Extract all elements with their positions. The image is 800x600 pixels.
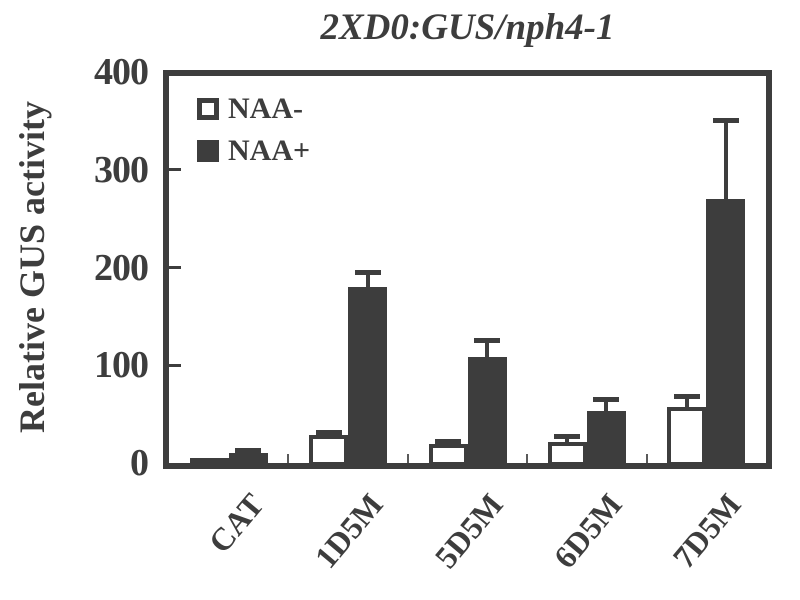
legend-swatch-naa-minus: [197, 98, 219, 120]
legend-label-naa-minus: NAA-: [228, 92, 303, 125]
bar-NAAplus-5d5m: [467, 357, 507, 466]
bar-NAAminus-6d5m: [547, 442, 587, 466]
error-bar-stem-7d5m-1: [723, 121, 728, 200]
error-bar-stem-1d5m-1: [365, 274, 370, 288]
y-tick-label-0: 0: [130, 442, 149, 484]
error-bar-cap-7d5m-0: [673, 393, 700, 399]
y-axis-label: Relative GUS activity: [12, 101, 52, 433]
y-axis-tick-200: [169, 266, 181, 269]
error-bar-cap-1d5m-0: [315, 429, 342, 435]
legend-item-naa-minus: NAA-: [197, 93, 303, 125]
y-tick-label-100: 100: [94, 344, 149, 387]
error-bar-cap-6d5m-0: [554, 433, 581, 439]
y-tick-label-300: 300: [94, 148, 149, 191]
error-bar-cap-6d5m-1: [593, 396, 620, 402]
error-bar-cap-1d5m-1: [354, 270, 381, 276]
bar-NAAminus-5d5m: [428, 444, 468, 466]
error-bar-stem-6d5m-1: [604, 400, 609, 412]
x-tick-label-5d5m: 5D5M: [426, 486, 510, 575]
y-axis-tick-300: [169, 168, 181, 172]
error-bar-cap-5d5m-0: [435, 438, 461, 444]
x-tick-label-cat: CAT: [200, 486, 271, 560]
x-boundary-tick-4: [645, 454, 648, 463]
error-bar-cap-5d5m-1: [474, 337, 500, 343]
error-bar-stem-6d5m-0: [565, 437, 570, 443]
chart-title: 2XD0:GUS/nph4-1: [320, 7, 615, 48]
bar-NAAplus-7d5m: [706, 199, 746, 466]
error-bar-cap-7d5m-1: [712, 117, 739, 123]
x-boundary-tick-1: [287, 454, 290, 463]
bar-NAAplus-1d5m: [348, 287, 388, 466]
x-tick-label-7d5m: 7D5M: [665, 486, 749, 575]
bar-NAAplus-6d5m: [586, 411, 626, 466]
error-bar-cap-cat-1: [235, 448, 262, 454]
error-bar-stem-7d5m-0: [684, 397, 689, 408]
y-tick-label-400: 400: [94, 51, 149, 93]
bar-NAAminus-7d5m: [667, 407, 707, 466]
y-axis-tick-100: [169, 363, 181, 367]
bar-NAAminus-cat: [189, 458, 229, 467]
y-tick-label-200: 200: [94, 246, 149, 289]
x-boundary-tick-2: [406, 454, 409, 463]
x-tick-label-6d5m: 6D5M: [546, 486, 629, 575]
error-bar-stem-5d5m-1: [485, 341, 489, 358]
legend-label-naa-plus: NAA+: [228, 134, 311, 167]
legend-swatch-naa-plus: [197, 140, 219, 162]
x-tick-label-1d5m: 1D5M: [307, 486, 390, 575]
legend-item-naa-plus: NAA+: [197, 135, 310, 167]
bar-NAAminus-1d5m: [309, 434, 349, 466]
x-boundary-tick-3: [526, 454, 529, 463]
bar-NAAplus-cat: [228, 453, 268, 466]
